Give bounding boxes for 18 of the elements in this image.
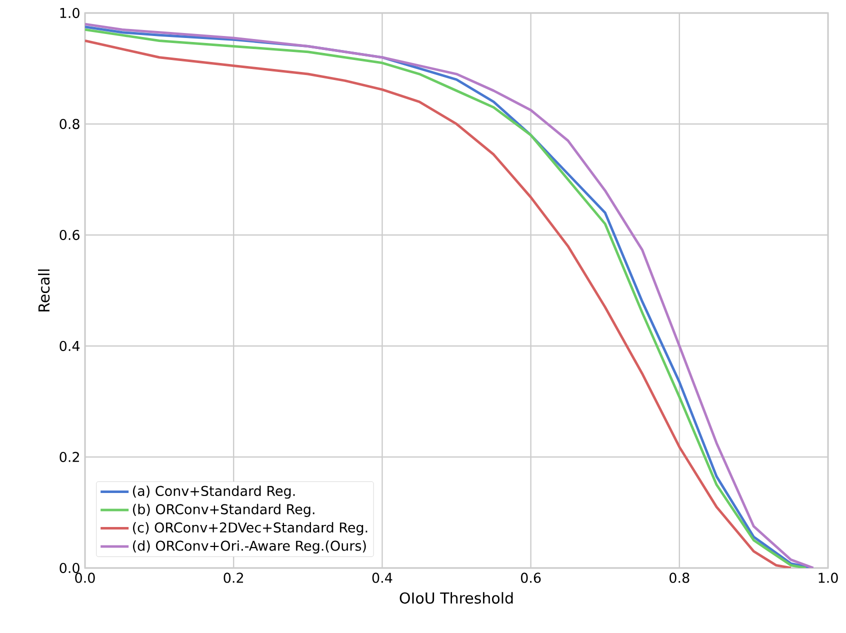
x-tick-label: 0.6 [520,572,541,583]
y-tick-label: 0.4 [60,340,80,352]
y-tick-label: 1.0 [60,8,80,18]
y-tick-label: 0.2 [60,452,79,462]
y-axis-title: Recall [38,269,50,312]
x-axis-title: OIoU Threshold [400,592,513,604]
x-tick-label: 0.4 [372,572,392,583]
x-tick-label: 1.0 [818,572,838,583]
legend-label: (d) ORConv+Ori.-Aware Reg.(Ours) [132,540,366,554]
x-tick-label: 0.0 [75,572,95,583]
y-tick-label: 0.0 [60,562,80,574]
y-tick-label: 0.8 [60,118,80,130]
x-tick-label: 0.2 [224,572,243,583]
x-tick-label: 0.8 [670,572,690,583]
legend-label: (a) Conv+Standard Reg. [132,486,295,499]
legend-label: (b) ORConv+Standard Reg. [132,504,314,517]
y-tick-label: 0.6 [60,230,80,240]
legend-label: (c) ORConv+2DVec+Standard Reg. [132,522,368,536]
